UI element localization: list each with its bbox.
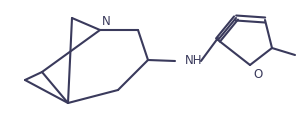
Text: O: O <box>253 68 262 81</box>
Text: N: N <box>102 15 111 28</box>
Text: NH: NH <box>185 54 202 67</box>
